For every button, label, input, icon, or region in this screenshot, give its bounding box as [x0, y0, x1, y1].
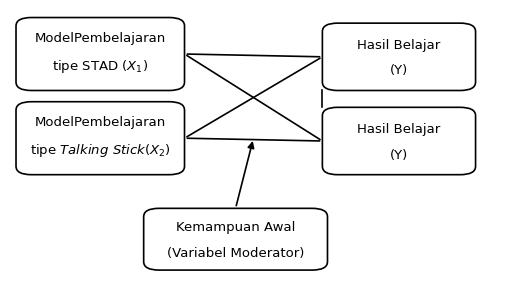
Text: ModelPembelajaran: ModelPembelajaran — [35, 116, 166, 129]
Text: (Y): (Y) — [390, 149, 408, 162]
Text: (Y): (Y) — [390, 64, 408, 77]
Text: tipe $\mathit{Talking\ Stick}$($X_2$): tipe $\mathit{Talking\ Stick}$($X_2$) — [30, 142, 170, 159]
Text: ModelPembelajaran: ModelPembelajaran — [35, 32, 166, 45]
Text: (Variabel Moderator): (Variabel Moderator) — [167, 247, 304, 260]
FancyBboxPatch shape — [16, 17, 184, 91]
FancyBboxPatch shape — [323, 23, 476, 91]
Text: Hasil Belajar: Hasil Belajar — [357, 123, 441, 136]
Text: Kemampuan Awal: Kemampuan Awal — [176, 221, 295, 235]
FancyBboxPatch shape — [323, 107, 476, 175]
Text: tipe STAD ($X_1$): tipe STAD ($X_1$) — [52, 58, 148, 75]
FancyBboxPatch shape — [16, 102, 184, 175]
FancyBboxPatch shape — [144, 208, 328, 270]
Text: Hasil Belajar: Hasil Belajar — [357, 39, 441, 52]
